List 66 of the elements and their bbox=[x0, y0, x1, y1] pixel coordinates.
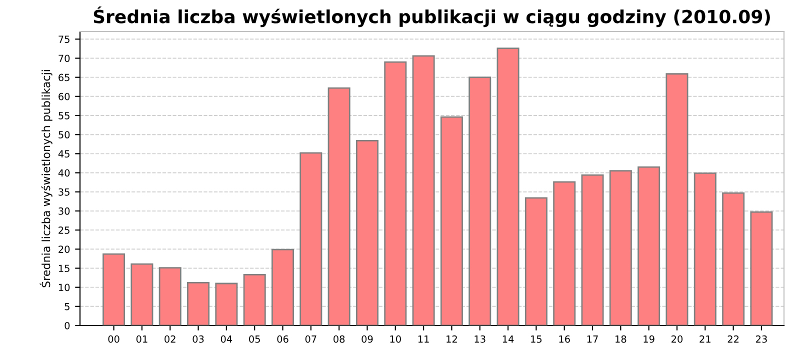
x-tick-label: 04 bbox=[220, 335, 232, 343]
y-tick-label: 40 bbox=[58, 169, 70, 177]
x-tick-label: 16 bbox=[559, 335, 570, 343]
y-tick-label: 0 bbox=[64, 322, 70, 330]
x-tick-label: 18 bbox=[616, 335, 626, 343]
x-tick-label: 17 bbox=[587, 336, 598, 343]
y-tick-label: 10 bbox=[58, 284, 70, 292]
y-axis-title: Średnia liczba wyświetlonych publikacji bbox=[40, 70, 52, 288]
x-tick-label: 03 bbox=[192, 335, 204, 343]
bar bbox=[666, 73, 688, 326]
chart-title: Średnia liczba wyświetlonych publikacji w ciągu godziny (2010.09) bbox=[94, 6, 770, 28]
bar bbox=[328, 87, 350, 326]
x-tick-label: 00 bbox=[108, 335, 120, 343]
y-tick-label: 35 bbox=[58, 188, 70, 196]
x-tick-label: 11 bbox=[418, 336, 429, 343]
y-tick-label: 45 bbox=[58, 150, 70, 158]
x-tick-label: 01 bbox=[136, 335, 148, 343]
bar bbox=[356, 140, 378, 326]
bar bbox=[750, 211, 773, 326]
x-tick-label: 08 bbox=[334, 335, 345, 343]
bar bbox=[638, 166, 660, 326]
x-tick-label: 21 bbox=[700, 335, 710, 343]
bar bbox=[130, 263, 154, 326]
y-tick-label: 50 bbox=[58, 131, 70, 138]
x-tick-label: 07 bbox=[305, 335, 316, 343]
x-tick-label: 20 bbox=[672, 335, 683, 343]
x-tick-label: 15 bbox=[531, 336, 542, 343]
x-tick-label: 13 bbox=[474, 335, 486, 343]
y-tick-label: 70 bbox=[58, 54, 70, 62]
y-tick-label: 65 bbox=[58, 74, 70, 82]
bar bbox=[300, 152, 322, 326]
bar bbox=[694, 172, 716, 326]
bar bbox=[102, 253, 126, 326]
bar bbox=[187, 282, 210, 326]
bar bbox=[271, 248, 294, 326]
y-tick-label: 75 bbox=[58, 36, 70, 43]
bar bbox=[722, 192, 745, 326]
x-tick-label: 12 bbox=[446, 335, 457, 343]
y-tick-label: 60 bbox=[58, 92, 70, 100]
bar bbox=[496, 48, 520, 326]
bar bbox=[243, 274, 266, 326]
bar bbox=[581, 174, 604, 326]
x-tick-label: 05 bbox=[249, 335, 260, 343]
bar bbox=[440, 116, 463, 326]
bar bbox=[215, 282, 238, 326]
x-tick-label: 19 bbox=[644, 335, 654, 343]
x-tick-label: 09 bbox=[362, 335, 373, 343]
y-tick-label: 25 bbox=[58, 226, 70, 234]
bar bbox=[412, 55, 435, 326]
bar bbox=[468, 76, 492, 326]
y-tick-label: 30 bbox=[58, 207, 70, 215]
bar bbox=[158, 267, 182, 326]
bar bbox=[524, 197, 548, 326]
x-tick-label: 10 bbox=[390, 335, 401, 343]
y-tick-label: 20 bbox=[58, 246, 70, 253]
y-tick-label: 55 bbox=[58, 112, 70, 120]
x-tick-label: 22 bbox=[728, 335, 739, 343]
y-tick-label: 5 bbox=[64, 303, 70, 310]
x-tick-label: 23 bbox=[756, 335, 767, 343]
y-tick-label: 15 bbox=[58, 264, 70, 272]
bar bbox=[384, 61, 407, 326]
bar bbox=[553, 181, 576, 326]
x-tick-label: 02 bbox=[164, 335, 176, 343]
x-tick-label: 14 bbox=[502, 336, 514, 343]
x-tick-label: 06 bbox=[277, 335, 288, 343]
bar bbox=[609, 170, 632, 326]
